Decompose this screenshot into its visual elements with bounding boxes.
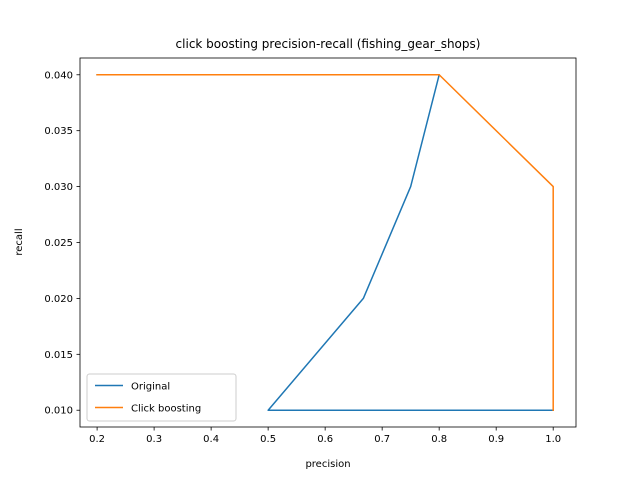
y-tick-label: 0.015 bbox=[44, 350, 73, 361]
legend-entry-label: Original bbox=[131, 381, 170, 392]
x-tick-label: 1.0 bbox=[545, 434, 561, 445]
x-axis-ticks: 0.2 0.3 0.4 0.5 0.6 0.7 0.8 0.9 1.0 bbox=[89, 427, 561, 445]
y-tick-label: 0.025 bbox=[44, 238, 73, 249]
chart-title: click boosting precision-recall (fishing… bbox=[176, 37, 481, 51]
legend-box bbox=[86, 373, 237, 422]
x-tick-label: 0.8 bbox=[431, 434, 447, 445]
y-tick-label: 0.010 bbox=[44, 406, 73, 417]
x-tick-label: 0.4 bbox=[203, 434, 219, 445]
series-line-click-boosting bbox=[96, 74, 554, 411]
x-tick-label: 0.9 bbox=[488, 434, 504, 445]
y-axis-ticks: 0.010 0.015 0.020 0.025 0.030 0.035 0.040 bbox=[44, 70, 80, 417]
x-tick-label: 0.3 bbox=[146, 434, 162, 445]
y-axis-label: recall bbox=[14, 228, 25, 255]
y-tick-label: 0.035 bbox=[44, 126, 73, 137]
x-tick-label: 0.5 bbox=[260, 434, 276, 445]
legend: Original Click boosting bbox=[86, 373, 237, 422]
x-tick-label: 0.7 bbox=[374, 434, 390, 445]
x-axis-label: precision bbox=[305, 459, 350, 470]
y-tick-label: 0.020 bbox=[44, 294, 73, 305]
legend-entry-label: Click boosting bbox=[131, 403, 201, 414]
series-layer bbox=[96, 74, 554, 411]
y-tick-label: 0.040 bbox=[44, 70, 73, 81]
x-tick-label: 0.2 bbox=[89, 434, 105, 445]
x-tick-label: 0.6 bbox=[317, 434, 333, 445]
y-tick-label: 0.030 bbox=[44, 182, 73, 193]
